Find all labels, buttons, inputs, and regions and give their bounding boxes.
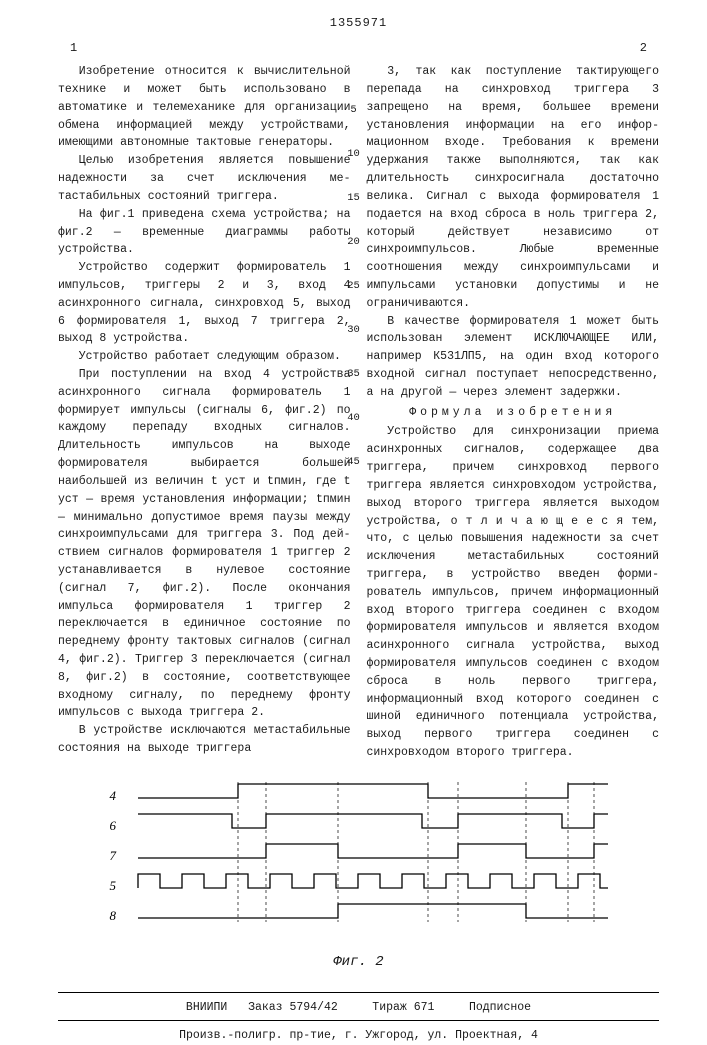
page: 1355971 1 . 2 51015202530354045 Изобрете… bbox=[0, 0, 707, 1000]
footer-publisher: ВНИИПИ bbox=[186, 1001, 227, 1014]
paragraph: При поступлении на вход 4 устрой­ства ас… bbox=[58, 366, 351, 722]
paragraph: В качестве формирователя 1 может быть ис… bbox=[367, 313, 660, 402]
formula-text: Устройство для синхронизации прие­ма аси… bbox=[367, 423, 660, 761]
formula-heading: Формула изобретения bbox=[367, 404, 660, 422]
col-num-left: 1 bbox=[70, 39, 77, 58]
col-num-right: 2 bbox=[640, 39, 647, 58]
timing-diagram: 4 6 7 5 8 bbox=[78, 776, 638, 956]
text-columns: Изобретение относится к вычисли­тельной … bbox=[58, 63, 659, 762]
paragraph: Устройство содержит формирователь 1 импу… bbox=[58, 259, 351, 348]
footer-subscription: Подписное bbox=[469, 1001, 531, 1014]
footer-line-2: Произв.-полигр. пр-тие, г. Ужгород, ул. … bbox=[58, 1027, 659, 1045]
figure-caption: Фиг. 2 bbox=[78, 952, 639, 974]
svg-text:7: 7 bbox=[110, 848, 117, 863]
svg-text:5: 5 bbox=[110, 878, 117, 893]
figure-2: 4 6 7 5 8 Фиг. 2 bbox=[58, 776, 659, 974]
footer-tirage: Тираж 671 bbox=[372, 1001, 434, 1014]
paragraph: На фиг.1 приведена схема устройст­ва; на… bbox=[58, 206, 351, 259]
paragraph: Целью изобретения является повыше­ние на… bbox=[58, 152, 351, 205]
footer-rule-2 bbox=[58, 1020, 659, 1021]
column-left: Изобретение относится к вычисли­тельной … bbox=[58, 63, 351, 762]
paragraph: В устройстве исключаются метаста­бильные… bbox=[58, 722, 351, 758]
doc-number: 1355971 bbox=[58, 14, 659, 33]
svg-text:6: 6 bbox=[110, 818, 117, 833]
paragraph: Устройство работает следующим образом. bbox=[58, 348, 351, 366]
footer-order: Заказ 5794/42 bbox=[248, 1001, 338, 1014]
svg-text:8: 8 bbox=[110, 908, 117, 923]
paragraph: Изобретение относится к вычисли­тельной … bbox=[58, 63, 351, 152]
column-right: 3, так как поступление тактирующего пере… bbox=[367, 63, 660, 762]
footer-rule-1 bbox=[58, 992, 659, 993]
svg-text:4: 4 bbox=[110, 788, 117, 803]
footer-line-1: ВНИИПИ Заказ 5794/42 Тираж 671 Подписное bbox=[58, 999, 659, 1017]
paragraph: 3, так как поступление тактирующего пере… bbox=[367, 63, 660, 312]
column-numbers: 1 . 2 bbox=[58, 39, 659, 58]
